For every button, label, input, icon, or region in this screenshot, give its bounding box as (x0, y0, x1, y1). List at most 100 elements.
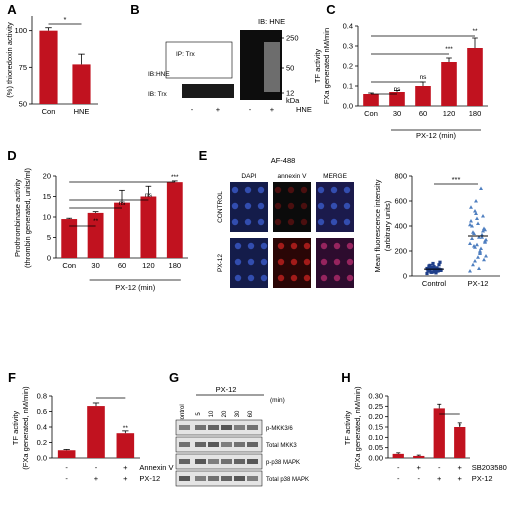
scatter-point (484, 254, 488, 258)
panel-letter-f: F (8, 370, 16, 385)
panel-d-ytick-label: 0 (47, 254, 51, 263)
bar (413, 455, 425, 458)
panel-f-ytick-label: 0.6 (37, 407, 47, 416)
scatter-point (475, 242, 479, 247)
scatter-point (483, 240, 487, 244)
bar (57, 450, 76, 458)
cell (317, 186, 325, 194)
cell (346, 274, 354, 282)
panel-c-ytick-label: 0.2 (343, 62, 353, 71)
significance-label: * (64, 15, 67, 24)
scatter-point (428, 269, 432, 273)
scatter-point (476, 255, 480, 259)
panel-letter-g: G (169, 370, 179, 385)
sign: + (94, 474, 99, 483)
blot-band (221, 459, 232, 464)
sign: - (65, 463, 68, 472)
x-tick-label: 120 (142, 261, 155, 270)
blot-unit: (min) (270, 397, 285, 404)
scatter-point (437, 263, 441, 267)
scatter-point (475, 216, 479, 220)
panel-h-ytick-label: 0.10 (368, 433, 383, 442)
cell (260, 274, 268, 282)
scatter-point (435, 268, 439, 272)
significance-label: ns (420, 74, 428, 81)
x-tick-label: Con (62, 261, 76, 270)
blot-header: PX-12 (216, 385, 237, 394)
blot-row-label: p-p38 MAPK (266, 460, 300, 466)
scatter-point (473, 245, 477, 249)
scatter-point (425, 266, 429, 271)
cell (257, 186, 265, 194)
blot-band (179, 459, 190, 464)
row-label: PX-12 (472, 474, 493, 483)
sign: - (418, 474, 421, 483)
cell (333, 242, 341, 250)
significance-label: ns (394, 86, 402, 93)
marker-unit: kDa (286, 96, 300, 105)
blot-band (221, 442, 232, 447)
bar (389, 92, 405, 106)
panel-h-ytick-label: 0.05 (368, 443, 383, 452)
scatter-point (476, 221, 480, 225)
panel-d-ytick-label: 5 (47, 233, 51, 242)
cell (287, 218, 295, 226)
x-tick-label: 120 (443, 109, 456, 118)
cell (234, 242, 242, 250)
blot-row-label: Total p38 MAPK (266, 477, 309, 483)
cell (277, 274, 285, 282)
bar (433, 408, 445, 458)
cell (247, 258, 255, 266)
panel-c-ytick-label: 0.1 (343, 82, 353, 91)
cell (300, 186, 308, 194)
x-tick-label: Con (364, 109, 378, 118)
cell (274, 218, 282, 226)
scatter-point (471, 262, 475, 267)
blot-smear (264, 42, 280, 92)
blot-band (221, 476, 232, 481)
significance-label: *** (171, 174, 179, 181)
blot-ip-label: IP: Trx (176, 51, 196, 58)
sign: - (397, 463, 400, 472)
cell (300, 218, 308, 226)
scatter-point (484, 237, 488, 242)
scatter-point (479, 186, 483, 190)
panel-e-scatter-ytick-label: 600 (394, 197, 407, 206)
lane-label: 10 (209, 410, 215, 417)
sign: + (123, 463, 128, 472)
cell (330, 186, 338, 194)
panel-f-ytick-label: 0.2 (37, 438, 47, 447)
lane-sign: + (270, 105, 275, 114)
scatter-point (432, 265, 436, 269)
bar (363, 94, 379, 106)
scatter-point (433, 266, 437, 271)
lane-label: 30 (235, 410, 241, 417)
cell (330, 218, 338, 226)
cell (343, 202, 351, 210)
cell (260, 242, 268, 250)
panel-letter-b: B (130, 2, 139, 17)
scatter-point (438, 260, 442, 264)
cell (290, 242, 298, 250)
cell (303, 242, 311, 250)
y-axis-label: (%) thioredoxin activity (5, 22, 14, 98)
marker-label: 250 (286, 34, 299, 43)
scatter-point (468, 241, 472, 245)
bar (392, 453, 404, 458)
panel-c-ytick-label: 0.3 (343, 42, 353, 51)
image-grid-title: AF-488 (271, 156, 296, 165)
lane-sign: - (249, 105, 252, 114)
bar (87, 212, 104, 258)
cell (244, 186, 252, 194)
cell (287, 202, 295, 210)
scatter-point (468, 269, 472, 273)
blot-band (208, 459, 219, 464)
significance-label: ** (93, 218, 99, 225)
panel-c-ytick-label: 0.0 (343, 102, 353, 111)
lane-label: 60 (248, 410, 254, 417)
cell (300, 202, 308, 210)
cell (234, 258, 242, 266)
y-axis-label: Mean fluorescence intensity (373, 179, 382, 272)
panel-a-ytick-label: 75 (19, 63, 27, 72)
blot-band (179, 476, 190, 481)
